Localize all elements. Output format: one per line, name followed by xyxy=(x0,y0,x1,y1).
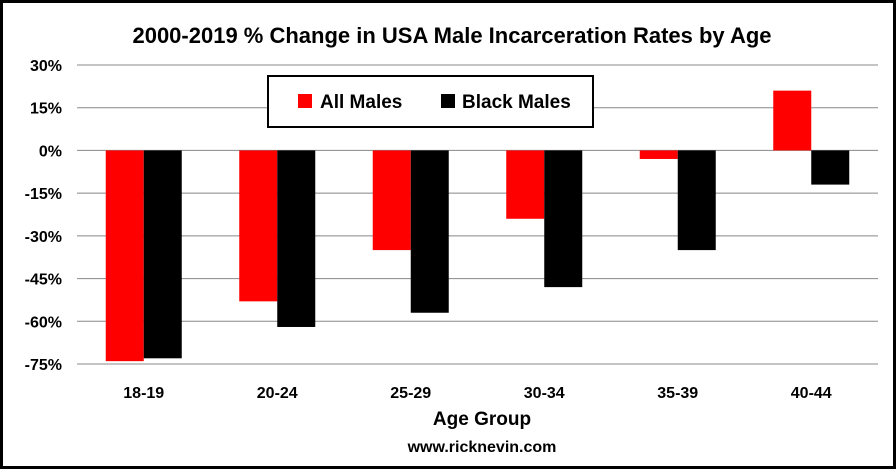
y-tick-label: -45% xyxy=(25,272,62,289)
y-tick-label: 0% xyxy=(39,143,62,160)
y-tick-label: 15% xyxy=(30,101,62,118)
legend-box xyxy=(267,75,594,128)
x-axis-label: Age Group xyxy=(433,409,531,430)
bar-all-males-25-29 xyxy=(372,150,411,251)
x-axis-ticks: 18-19 20-24 25-29 30-34 35-39 40-44 xyxy=(123,385,832,402)
y-tick-label: -15% xyxy=(25,186,62,203)
legend-label: Black Males xyxy=(462,92,571,113)
x-tick-label: 25-29 xyxy=(390,385,431,402)
x-tick-label: 30-34 xyxy=(524,385,565,402)
bar-black-males-30-34 xyxy=(544,150,583,288)
source-credit: www.ricknevin.com xyxy=(407,439,557,456)
x-tick-label: 18-19 xyxy=(123,385,164,402)
bar-black-males-20-24 xyxy=(277,150,316,327)
legend-swatch xyxy=(298,94,312,108)
bar-black-males-40-44 xyxy=(811,150,850,185)
bars xyxy=(105,90,850,362)
x-tick-label: 20-24 xyxy=(257,385,298,402)
y-axis-ticks: 30% 15% 0% -15% -30% -45% -60% -75% xyxy=(25,58,62,374)
x-tick-label: 40-44 xyxy=(791,385,832,402)
legend-label: All Males xyxy=(320,92,402,113)
bar-all-males-18-19 xyxy=(105,150,144,362)
y-tick-label: -75% xyxy=(25,357,62,374)
bar-all-males-20-24 xyxy=(239,150,278,302)
bar-black-males-25-29 xyxy=(410,150,449,313)
bar-all-males-40-44 xyxy=(773,90,812,151)
chart-title: 2000-2019 % Change in USA Male Incarcera… xyxy=(132,23,771,48)
x-tick-label: 35-39 xyxy=(657,385,698,402)
bar-all-males-30-34 xyxy=(506,150,545,219)
bar-black-males-18-19 xyxy=(143,150,182,359)
y-tick-label: -60% xyxy=(25,314,62,331)
bar-all-males-35-39 xyxy=(639,150,678,159)
legend-swatch xyxy=(441,94,455,108)
bar-black-males-35-39 xyxy=(677,150,716,251)
y-tick-label: 30% xyxy=(30,58,62,75)
gridlines xyxy=(77,64,878,365)
y-tick-label: -30% xyxy=(25,229,62,246)
legend: All Males Black Males xyxy=(267,75,594,128)
